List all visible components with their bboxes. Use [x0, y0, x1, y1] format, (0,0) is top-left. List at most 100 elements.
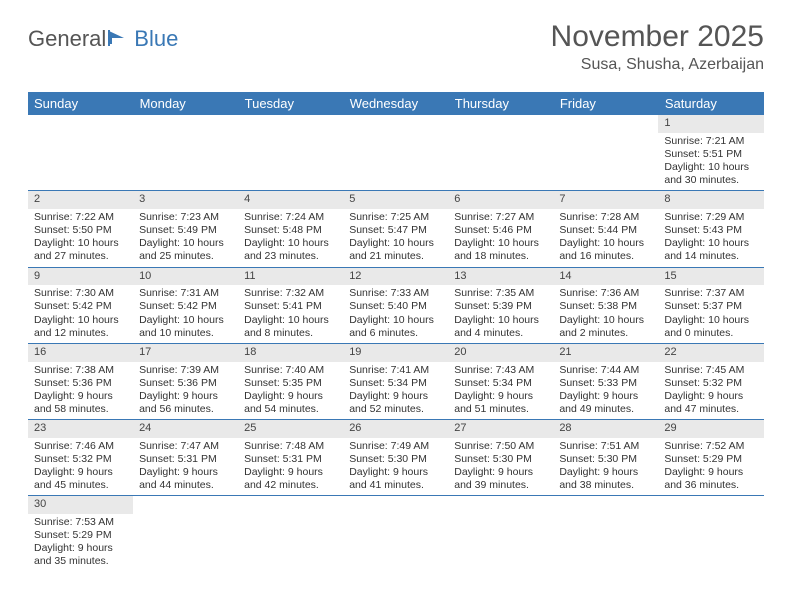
sunrise-text: Sunrise: 7:27 AM: [454, 211, 547, 224]
day-block: 4Sunrise: 7:24 AMSunset: 5:48 PMDaylight…: [238, 191, 343, 266]
day-number: 24: [133, 420, 238, 438]
weekday-header: Friday: [553, 92, 658, 115]
day-info: Sunrise: 7:48 AMSunset: 5:31 PMDaylight:…: [238, 438, 343, 496]
daylight-text-2: and 6 minutes.: [349, 327, 442, 340]
calendar-day-cell: 1Sunrise: 7:21 AMSunset: 5:51 PMDaylight…: [658, 115, 763, 191]
calendar-day-cell: 4Sunrise: 7:24 AMSunset: 5:48 PMDaylight…: [238, 191, 343, 267]
header: General Blue November 2025 Susa, Shusha,…: [28, 20, 764, 74]
calendar-table: SundayMondayTuesdayWednesdayThursdayFrid…: [28, 92, 764, 572]
day-block: 11Sunrise: 7:32 AMSunset: 5:41 PMDayligh…: [238, 268, 343, 343]
day-number: 9: [28, 268, 133, 286]
day-block: 27Sunrise: 7:50 AMSunset: 5:30 PMDayligh…: [448, 420, 553, 495]
day-info: Sunrise: 7:39 AMSunset: 5:36 PMDaylight:…: [133, 362, 238, 420]
sunset-text: Sunset: 5:34 PM: [454, 377, 547, 390]
sunset-text: Sunset: 5:50 PM: [34, 224, 127, 237]
calendar-day-cell: 5Sunrise: 7:25 AMSunset: 5:47 PMDaylight…: [343, 191, 448, 267]
day-block: 16Sunrise: 7:38 AMSunset: 5:36 PMDayligh…: [28, 344, 133, 419]
calendar-day-cell: 21Sunrise: 7:44 AMSunset: 5:33 PMDayligh…: [553, 343, 658, 419]
sunset-text: Sunset: 5:47 PM: [349, 224, 442, 237]
calendar-day-cell: 9Sunrise: 7:30 AMSunset: 5:42 PMDaylight…: [28, 267, 133, 343]
sunset-text: Sunset: 5:31 PM: [244, 453, 337, 466]
calendar-empty-cell: [133, 496, 238, 572]
day-info: Sunrise: 7:36 AMSunset: 5:38 PMDaylight:…: [553, 285, 658, 343]
day-info: Sunrise: 7:45 AMSunset: 5:32 PMDaylight:…: [658, 362, 763, 420]
day-block: 1Sunrise: 7:21 AMSunset: 5:51 PMDaylight…: [658, 115, 763, 190]
daylight-text: Daylight: 10 hours: [34, 237, 127, 250]
daylight-text: Daylight: 9 hours: [139, 390, 232, 403]
day-block: 20Sunrise: 7:43 AMSunset: 5:34 PMDayligh…: [448, 344, 553, 419]
day-info: Sunrise: 7:41 AMSunset: 5:34 PMDaylight:…: [343, 362, 448, 420]
day-info: Sunrise: 7:23 AMSunset: 5:49 PMDaylight:…: [133, 209, 238, 267]
calendar-day-cell: 18Sunrise: 7:40 AMSunset: 5:35 PMDayligh…: [238, 343, 343, 419]
day-number: 6: [448, 191, 553, 209]
day-block: 15Sunrise: 7:37 AMSunset: 5:37 PMDayligh…: [658, 268, 763, 343]
sunset-text: Sunset: 5:32 PM: [664, 377, 757, 390]
calendar-day-cell: 13Sunrise: 7:35 AMSunset: 5:39 PMDayligh…: [448, 267, 553, 343]
day-number: 26: [343, 420, 448, 438]
daylight-text: Daylight: 9 hours: [454, 466, 547, 479]
calendar-day-cell: 11Sunrise: 7:32 AMSunset: 5:41 PMDayligh…: [238, 267, 343, 343]
sunset-text: Sunset: 5:48 PM: [244, 224, 337, 237]
sunset-text: Sunset: 5:35 PM: [244, 377, 337, 390]
daylight-text: Daylight: 9 hours: [34, 542, 127, 555]
calendar-empty-cell: [238, 496, 343, 572]
day-info: Sunrise: 7:30 AMSunset: 5:42 PMDaylight:…: [28, 285, 133, 343]
calendar-week-row: 16Sunrise: 7:38 AMSunset: 5:36 PMDayligh…: [28, 343, 764, 419]
daylight-text: Daylight: 10 hours: [139, 314, 232, 327]
day-number: 29: [658, 420, 763, 438]
calendar-day-cell: 29Sunrise: 7:52 AMSunset: 5:29 PMDayligh…: [658, 420, 763, 496]
daylight-text: Daylight: 9 hours: [139, 466, 232, 479]
daylight-text-2: and 8 minutes.: [244, 327, 337, 340]
daylight-text-2: and 52 minutes.: [349, 403, 442, 416]
daylight-text-2: and 56 minutes.: [139, 403, 232, 416]
calendar-empty-cell: [553, 115, 658, 191]
day-info: Sunrise: 7:43 AMSunset: 5:34 PMDaylight:…: [448, 362, 553, 420]
calendar-week-row: 9Sunrise: 7:30 AMSunset: 5:42 PMDaylight…: [28, 267, 764, 343]
day-number: 4: [238, 191, 343, 209]
day-info: Sunrise: 7:52 AMSunset: 5:29 PMDaylight:…: [658, 438, 763, 496]
daylight-text: Daylight: 9 hours: [454, 390, 547, 403]
daylight-text-2: and 18 minutes.: [454, 250, 547, 263]
day-number: 22: [658, 344, 763, 362]
sunrise-text: Sunrise: 7:52 AM: [664, 440, 757, 453]
daylight-text: Daylight: 10 hours: [559, 237, 652, 250]
day-number: 20: [448, 344, 553, 362]
sunset-text: Sunset: 5:31 PM: [139, 453, 232, 466]
daylight-text: Daylight: 10 hours: [349, 237, 442, 250]
calendar-day-cell: 10Sunrise: 7:31 AMSunset: 5:42 PMDayligh…: [133, 267, 238, 343]
calendar-empty-cell: [238, 115, 343, 191]
sunrise-text: Sunrise: 7:45 AM: [664, 364, 757, 377]
calendar-day-cell: 6Sunrise: 7:27 AMSunset: 5:46 PMDaylight…: [448, 191, 553, 267]
day-block: 9Sunrise: 7:30 AMSunset: 5:42 PMDaylight…: [28, 268, 133, 343]
sunrise-text: Sunrise: 7:29 AM: [664, 211, 757, 224]
daylight-text-2: and 44 minutes.: [139, 479, 232, 492]
sunset-text: Sunset: 5:37 PM: [664, 300, 757, 313]
calendar-day-cell: 23Sunrise: 7:46 AMSunset: 5:32 PMDayligh…: [28, 420, 133, 496]
daylight-text-2: and 49 minutes.: [559, 403, 652, 416]
daylight-text: Daylight: 10 hours: [34, 314, 127, 327]
daylight-text: Daylight: 10 hours: [664, 314, 757, 327]
daylight-text-2: and 42 minutes.: [244, 479, 337, 492]
daylight-text: Daylight: 10 hours: [559, 314, 652, 327]
calendar-day-cell: 2Sunrise: 7:22 AMSunset: 5:50 PMDaylight…: [28, 191, 133, 267]
sunrise-text: Sunrise: 7:25 AM: [349, 211, 442, 224]
sunrise-text: Sunrise: 7:38 AM: [34, 364, 127, 377]
day-block: 29Sunrise: 7:52 AMSunset: 5:29 PMDayligh…: [658, 420, 763, 495]
day-number: 14: [553, 268, 658, 286]
day-info: Sunrise: 7:31 AMSunset: 5:42 PMDaylight:…: [133, 285, 238, 343]
sunset-text: Sunset: 5:42 PM: [34, 300, 127, 313]
calendar-week-row: 30Sunrise: 7:53 AMSunset: 5:29 PMDayligh…: [28, 496, 764, 572]
daylight-text-2: and 21 minutes.: [349, 250, 442, 263]
daylight-text: Daylight: 10 hours: [454, 237, 547, 250]
daylight-text-2: and 36 minutes.: [664, 479, 757, 492]
calendar-empty-cell: [658, 496, 763, 572]
sunrise-text: Sunrise: 7:40 AM: [244, 364, 337, 377]
day-info: Sunrise: 7:33 AMSunset: 5:40 PMDaylight:…: [343, 285, 448, 343]
calendar-day-cell: 14Sunrise: 7:36 AMSunset: 5:38 PMDayligh…: [553, 267, 658, 343]
calendar-empty-cell: [343, 115, 448, 191]
day-number: 16: [28, 344, 133, 362]
day-info: Sunrise: 7:50 AMSunset: 5:30 PMDaylight:…: [448, 438, 553, 496]
day-info: Sunrise: 7:22 AMSunset: 5:50 PMDaylight:…: [28, 209, 133, 267]
sunrise-text: Sunrise: 7:36 AM: [559, 287, 652, 300]
sunset-text: Sunset: 5:44 PM: [559, 224, 652, 237]
